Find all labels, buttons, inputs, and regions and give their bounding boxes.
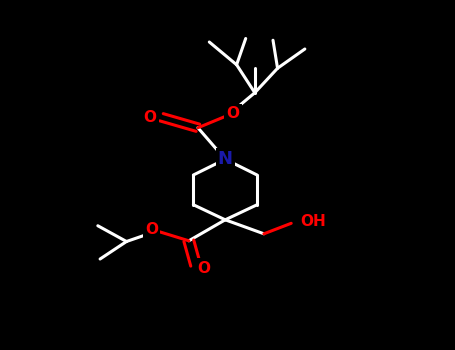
Text: O: O <box>145 222 158 237</box>
Text: N: N <box>218 150 233 168</box>
Text: O: O <box>197 261 210 275</box>
Text: O: O <box>227 106 239 121</box>
Text: O: O <box>144 111 157 125</box>
Text: OH: OH <box>300 214 326 229</box>
